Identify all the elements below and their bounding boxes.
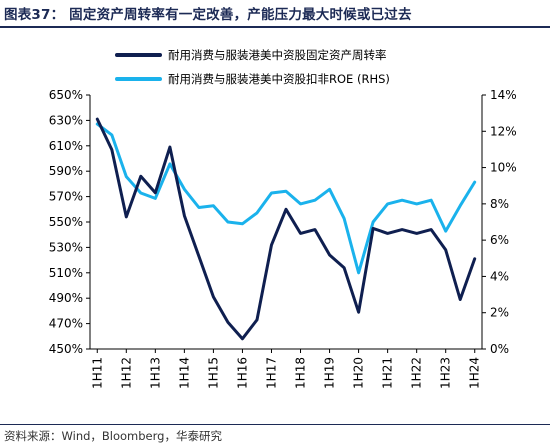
x-tick-label: 1H24 [468,357,482,389]
x-tick-label: 1H15 [206,357,220,389]
title-divider [0,26,550,28]
y-tick-label-left: 450% [49,342,83,356]
x-tick-label: 1H12 [119,357,133,389]
y-tick-label-left: 490% [49,291,83,305]
x-tick-label: 1H19 [323,357,337,389]
legend-label: 耐用消费与服装港美中资股扣非ROE (RHS) [168,72,390,86]
figure-source: 资料来源：Wind，Bloomberg，华泰研究 [4,429,222,443]
legend-label: 耐用消费与服装港美中资股固定资产周转率 [168,48,387,62]
y-tick-label-left: 630% [49,113,83,127]
x-tick-label: 1H13 [148,357,162,389]
y-tick-label-right: 4% [490,269,509,283]
y-tick-label-left: 590% [49,164,83,178]
x-tick-label: 1H21 [381,357,395,389]
x-tick-label: 1H14 [177,357,191,389]
y-tick-label-left: 530% [49,240,83,254]
y-tick-label-left: 510% [49,266,83,280]
y-tick-label-right: 0% [490,342,509,356]
y-tick-label-left: 550% [49,215,83,229]
axes: 450% 470% 490% 510% 530% 550% 570% 590% 610% 630%… [49,88,517,389]
line-chart: 450% 470% 490% 510% 530% 550% 570% 590% 610% 630%… [49,48,517,389]
x-tick-label: 1H17 [264,357,278,389]
series-line-turnover [95,117,477,341]
x-tick-label: 1H16 [235,357,249,389]
y-tick-label-left: 610% [49,139,83,153]
y-tick-label-right: 8% [490,197,509,211]
series-line-roe [95,122,477,275]
x-tick-label: 1H20 [352,357,366,389]
y-tick-label-right: 2% [490,306,509,320]
series-lines [95,117,477,341]
y-tick-label-left: 470% [49,317,83,331]
x-tick-label: 1H22 [410,357,424,389]
y-tick-label-right: 10% [490,161,517,175]
source-divider [0,424,550,425]
figure-title: 图表37： 固定资产周转率有一定改善，产能压力最大时候或已过去 [4,7,412,23]
y-tick-label-right: 12% [490,124,517,138]
y-tick-label-left: 570% [49,190,83,204]
x-tick-label: 1H23 [439,357,453,389]
y-tick-label-right: 14% [490,88,517,102]
x-tick-label: 1H18 [294,357,308,389]
x-tick-label: 1H11 [90,357,104,389]
y-tick-label-right: 6% [490,233,509,247]
y-tick-label-left: 650% [49,88,83,102]
